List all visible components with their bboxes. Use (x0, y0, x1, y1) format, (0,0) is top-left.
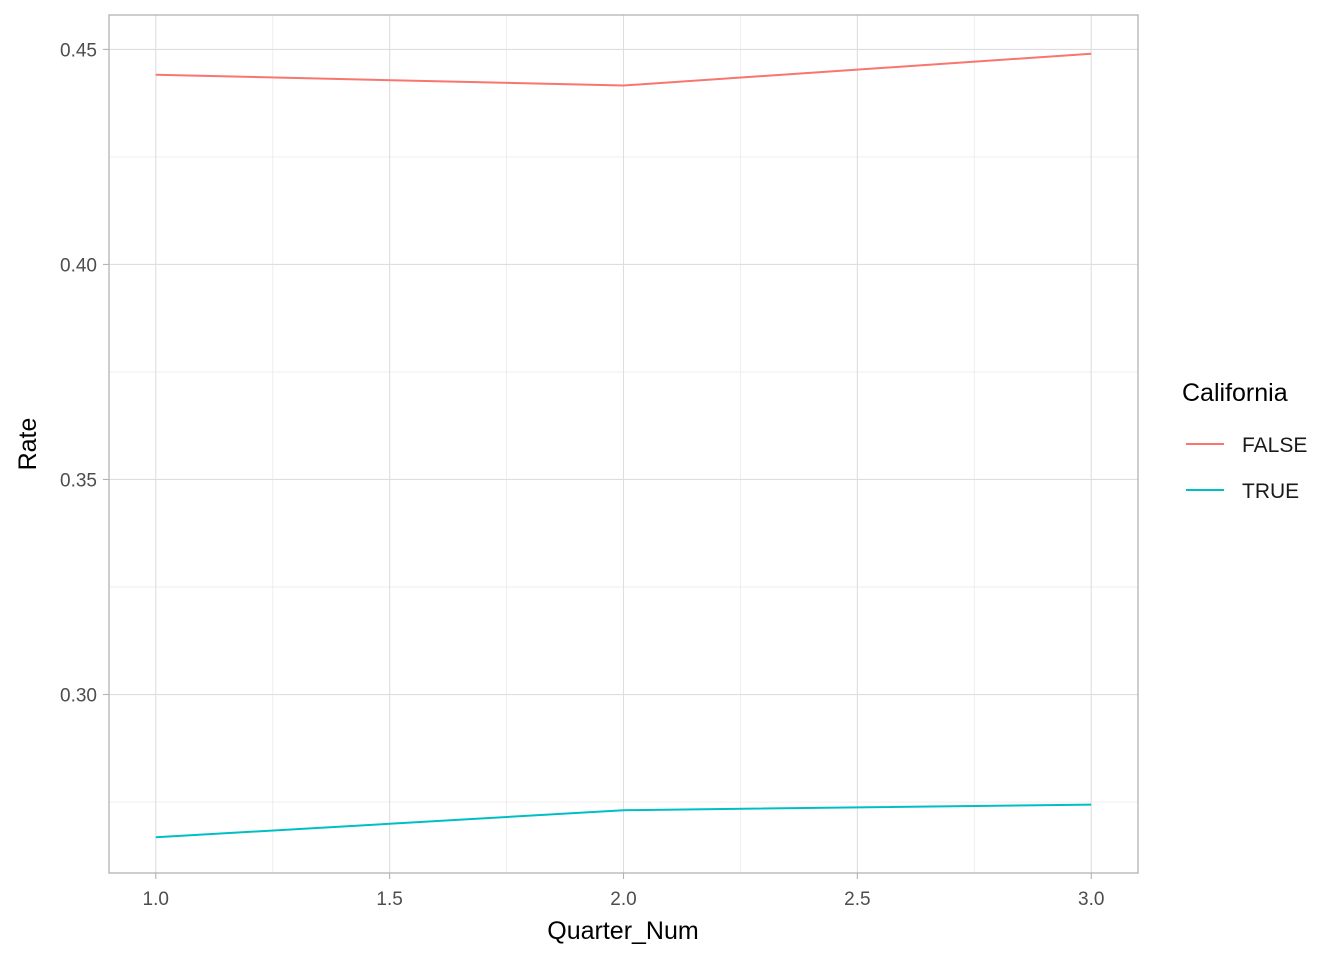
series-line-true (155, 803, 1092, 839)
x-tick-label: 1.5 (376, 889, 402, 910)
x-tick-label: 2.0 (610, 889, 636, 910)
y-axis-title: Rate (14, 418, 42, 471)
series-lines (155, 52, 1092, 839)
y-tick-label: 0.45 (60, 40, 97, 61)
y-tick-label: 0.35 (60, 470, 97, 491)
legend-label-false: FALSE (1242, 434, 1307, 457)
x-tick-label: 2.5 (844, 889, 870, 910)
axis-ticks: 1.0 1.5 2.0 2.5 3.0 0.30 0.35 0.40 0.45 (60, 40, 1104, 910)
x-tick-label: 1.0 (143, 889, 169, 910)
x-tick-label: 3.0 (1078, 889, 1104, 910)
x-axis-title: Quarter_Num (547, 917, 698, 945)
series-line-false (155, 52, 1092, 87)
legend-label-true: TRUE (1242, 480, 1299, 503)
legend-title: California (1182, 379, 1288, 407)
legend: California FALSE TRUE (1182, 379, 1307, 503)
legend-items: FALSE TRUE (1186, 434, 1307, 503)
y-tick-label: 0.30 (60, 686, 97, 707)
y-tick-label: 0.40 (60, 255, 97, 276)
grid (109, 15, 1138, 873)
